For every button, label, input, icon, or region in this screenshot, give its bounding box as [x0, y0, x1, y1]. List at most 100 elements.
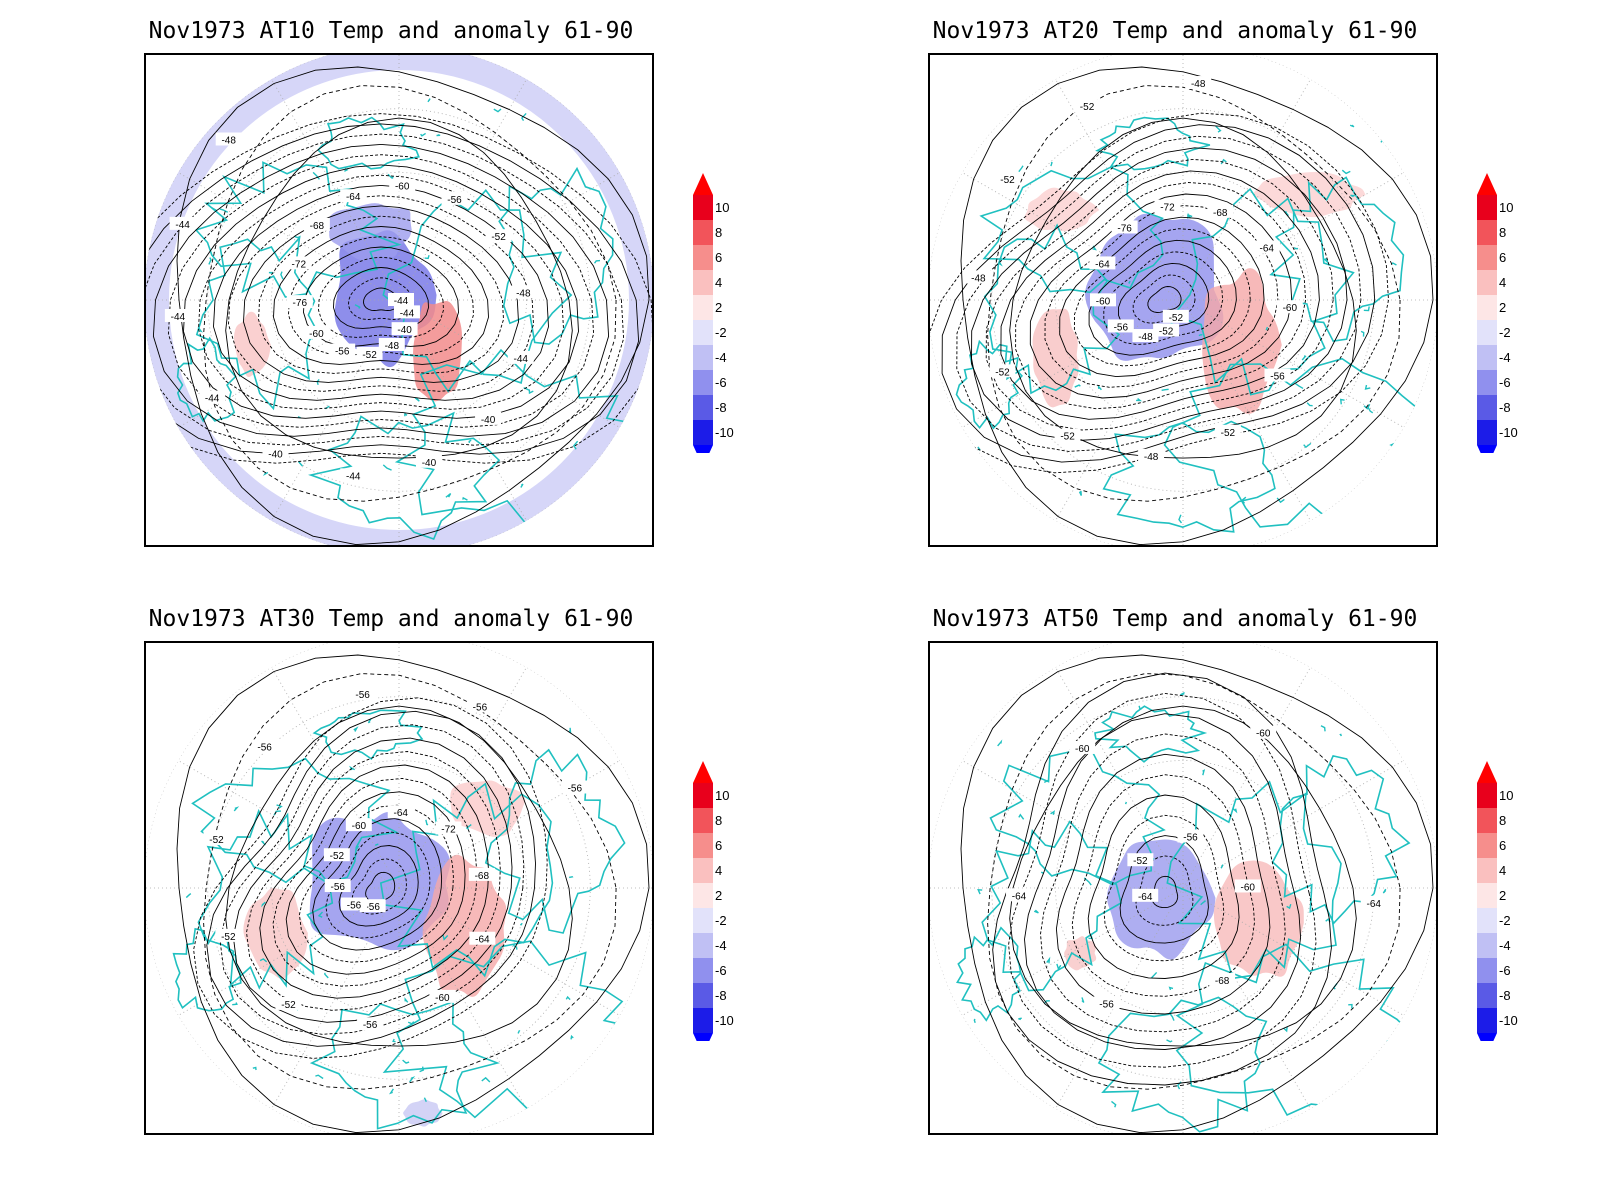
- latitude-circle: [1055, 760, 1311, 1016]
- coastline: [983, 223, 1121, 395]
- colorbar-label: -10: [715, 424, 734, 440]
- contour-label: -56: [365, 902, 380, 913]
- colorbar-swatch: [693, 195, 713, 220]
- colorbar-label: 4: [1499, 274, 1507, 290]
- coastline-fragment: [424, 255, 430, 260]
- coastline-fragment: [1341, 169, 1351, 175]
- contour-label-bg: [323, 848, 350, 862]
- colorbar-label: -10: [1499, 1012, 1518, 1028]
- contour-label: -60: [352, 821, 367, 832]
- contour-label-bg: [1207, 204, 1234, 218]
- isotherm: [1029, 193, 1293, 399]
- coastline-fragment: [404, 412, 408, 417]
- colorbar-label: 6: [1499, 249, 1507, 265]
- contour-label-bg: [1006, 888, 1033, 902]
- coastline-fragment: [232, 1002, 238, 1006]
- colorbar-label: 8: [715, 812, 723, 828]
- meridian: [1055, 299, 1184, 522]
- contour-label: -56: [1270, 372, 1285, 383]
- isotherm: [987, 85, 1401, 502]
- colorbar-label: 2: [715, 299, 723, 315]
- coastline-fragment: [259, 958, 268, 963]
- coastline-fragment: [202, 1088, 208, 1096]
- meridian: [398, 78, 527, 301]
- colorbar-label: -2: [1499, 912, 1511, 928]
- coastline-fragment: [427, 98, 431, 103]
- coastline-fragment: [1339, 733, 1343, 737]
- coastline-fragment: [1180, 691, 1185, 696]
- contour-label-bg: [329, 343, 356, 357]
- coastline-fragment: [593, 259, 601, 264]
- colorbar-label: -8: [1499, 987, 1511, 1003]
- isotherm: [146, 123, 640, 455]
- coastline-fragment: [462, 496, 468, 501]
- coastline-fragment: [1215, 125, 1222, 133]
- coastline-fragment: [1363, 306, 1370, 312]
- coastline: [176, 336, 237, 423]
- contour-label: -64: [1260, 243, 1275, 254]
- contour-label-bg: [1054, 428, 1081, 442]
- colorbar: 10 8 6 4 2 -2 -4 -6 -8 -10: [693, 761, 753, 1041]
- coastline-fragment: [367, 718, 372, 724]
- coastline-fragment: [233, 806, 240, 812]
- contour-label-bg: [1250, 725, 1277, 739]
- colorbar-swatch: [693, 983, 713, 1008]
- coastline-fragment: [977, 888, 983, 895]
- contour-label-bg: [1074, 99, 1101, 113]
- meridian: [177, 760, 400, 889]
- map-frame: -52 -52 -48 -56 -60 -64 -76 -72 -68 -64 -60 -56 -52-…: [928, 53, 1438, 547]
- contour-label-bg: [164, 308, 191, 322]
- colorbar-swatch: [1477, 983, 1497, 1008]
- contour-label: -72: [292, 259, 307, 270]
- contour-label-bg: [393, 305, 420, 319]
- colorbar-label: 8: [715, 224, 723, 240]
- coastline-fragment: [587, 117, 592, 123]
- contour-label: -44: [175, 220, 190, 231]
- warm-anomaly: [413, 300, 462, 402]
- colorbar-label: -10: [1499, 424, 1518, 440]
- colorbar-label: -4: [1499, 349, 1511, 365]
- contour-label-bg: [1132, 888, 1159, 902]
- contour-label-bg: [1127, 853, 1154, 867]
- coastline-fragment: [613, 1023, 617, 1026]
- coastline-fragment: [262, 471, 269, 476]
- coastline-fragment: [1178, 514, 1183, 524]
- coastline-fragment: [568, 727, 572, 734]
- contour-label: -56: [473, 703, 488, 714]
- colorbar-label: -6: [1499, 374, 1511, 390]
- contour-label: -56: [447, 195, 462, 206]
- coastline-fragment: [1360, 330, 1365, 337]
- isotherm: [1000, 170, 1320, 420]
- polar-map: -44-44-40-48-52-56-60-76-72-68-64-60-56-…: [146, 55, 652, 545]
- colorbar-label: 10: [1499, 787, 1514, 803]
- coastline-fragment: [1018, 165, 1024, 173]
- colorbar-label: 8: [1499, 812, 1507, 828]
- isotherm: [1071, 774, 1255, 997]
- colorbar-swatch: [1477, 370, 1497, 395]
- coastline-fragment: [261, 901, 266, 908]
- coastline-fragment: [419, 1066, 425, 1073]
- coastline-fragment: [355, 845, 360, 850]
- coastline-fragment: [1078, 490, 1082, 496]
- coastline: [191, 757, 399, 884]
- coastline-fragment: [1398, 1070, 1404, 1073]
- coastline-fragment: [1166, 1039, 1173, 1043]
- colorbar-min-arrow: [1477, 445, 1497, 453]
- latitude-circle: [1055, 172, 1311, 428]
- coastline-fragment: [324, 972, 329, 979]
- colorbar-swatch: [693, 808, 713, 833]
- coastline-fragment: [425, 819, 429, 826]
- coastline-fragment: [404, 997, 409, 1003]
- contour-label-bg: [215, 928, 242, 942]
- colorbar-swatch: [693, 783, 713, 808]
- panel-title: Nov1973 AT10 Temp and anomaly 61-90: [148, 18, 634, 44]
- polar-map: -56-56-56-52-60-64-72-68-64-60-56-52-52-…: [146, 643, 652, 1133]
- contour-label-bg: [1276, 300, 1303, 314]
- coastline-fragment: [1128, 280, 1131, 284]
- contour-label-bg: [251, 739, 278, 753]
- contour-label: -60: [1241, 882, 1256, 893]
- isotherm: [203, 673, 617, 1090]
- coastline: [1269, 176, 1405, 342]
- contour-label-bg: [324, 879, 351, 893]
- meridian: [177, 172, 400, 301]
